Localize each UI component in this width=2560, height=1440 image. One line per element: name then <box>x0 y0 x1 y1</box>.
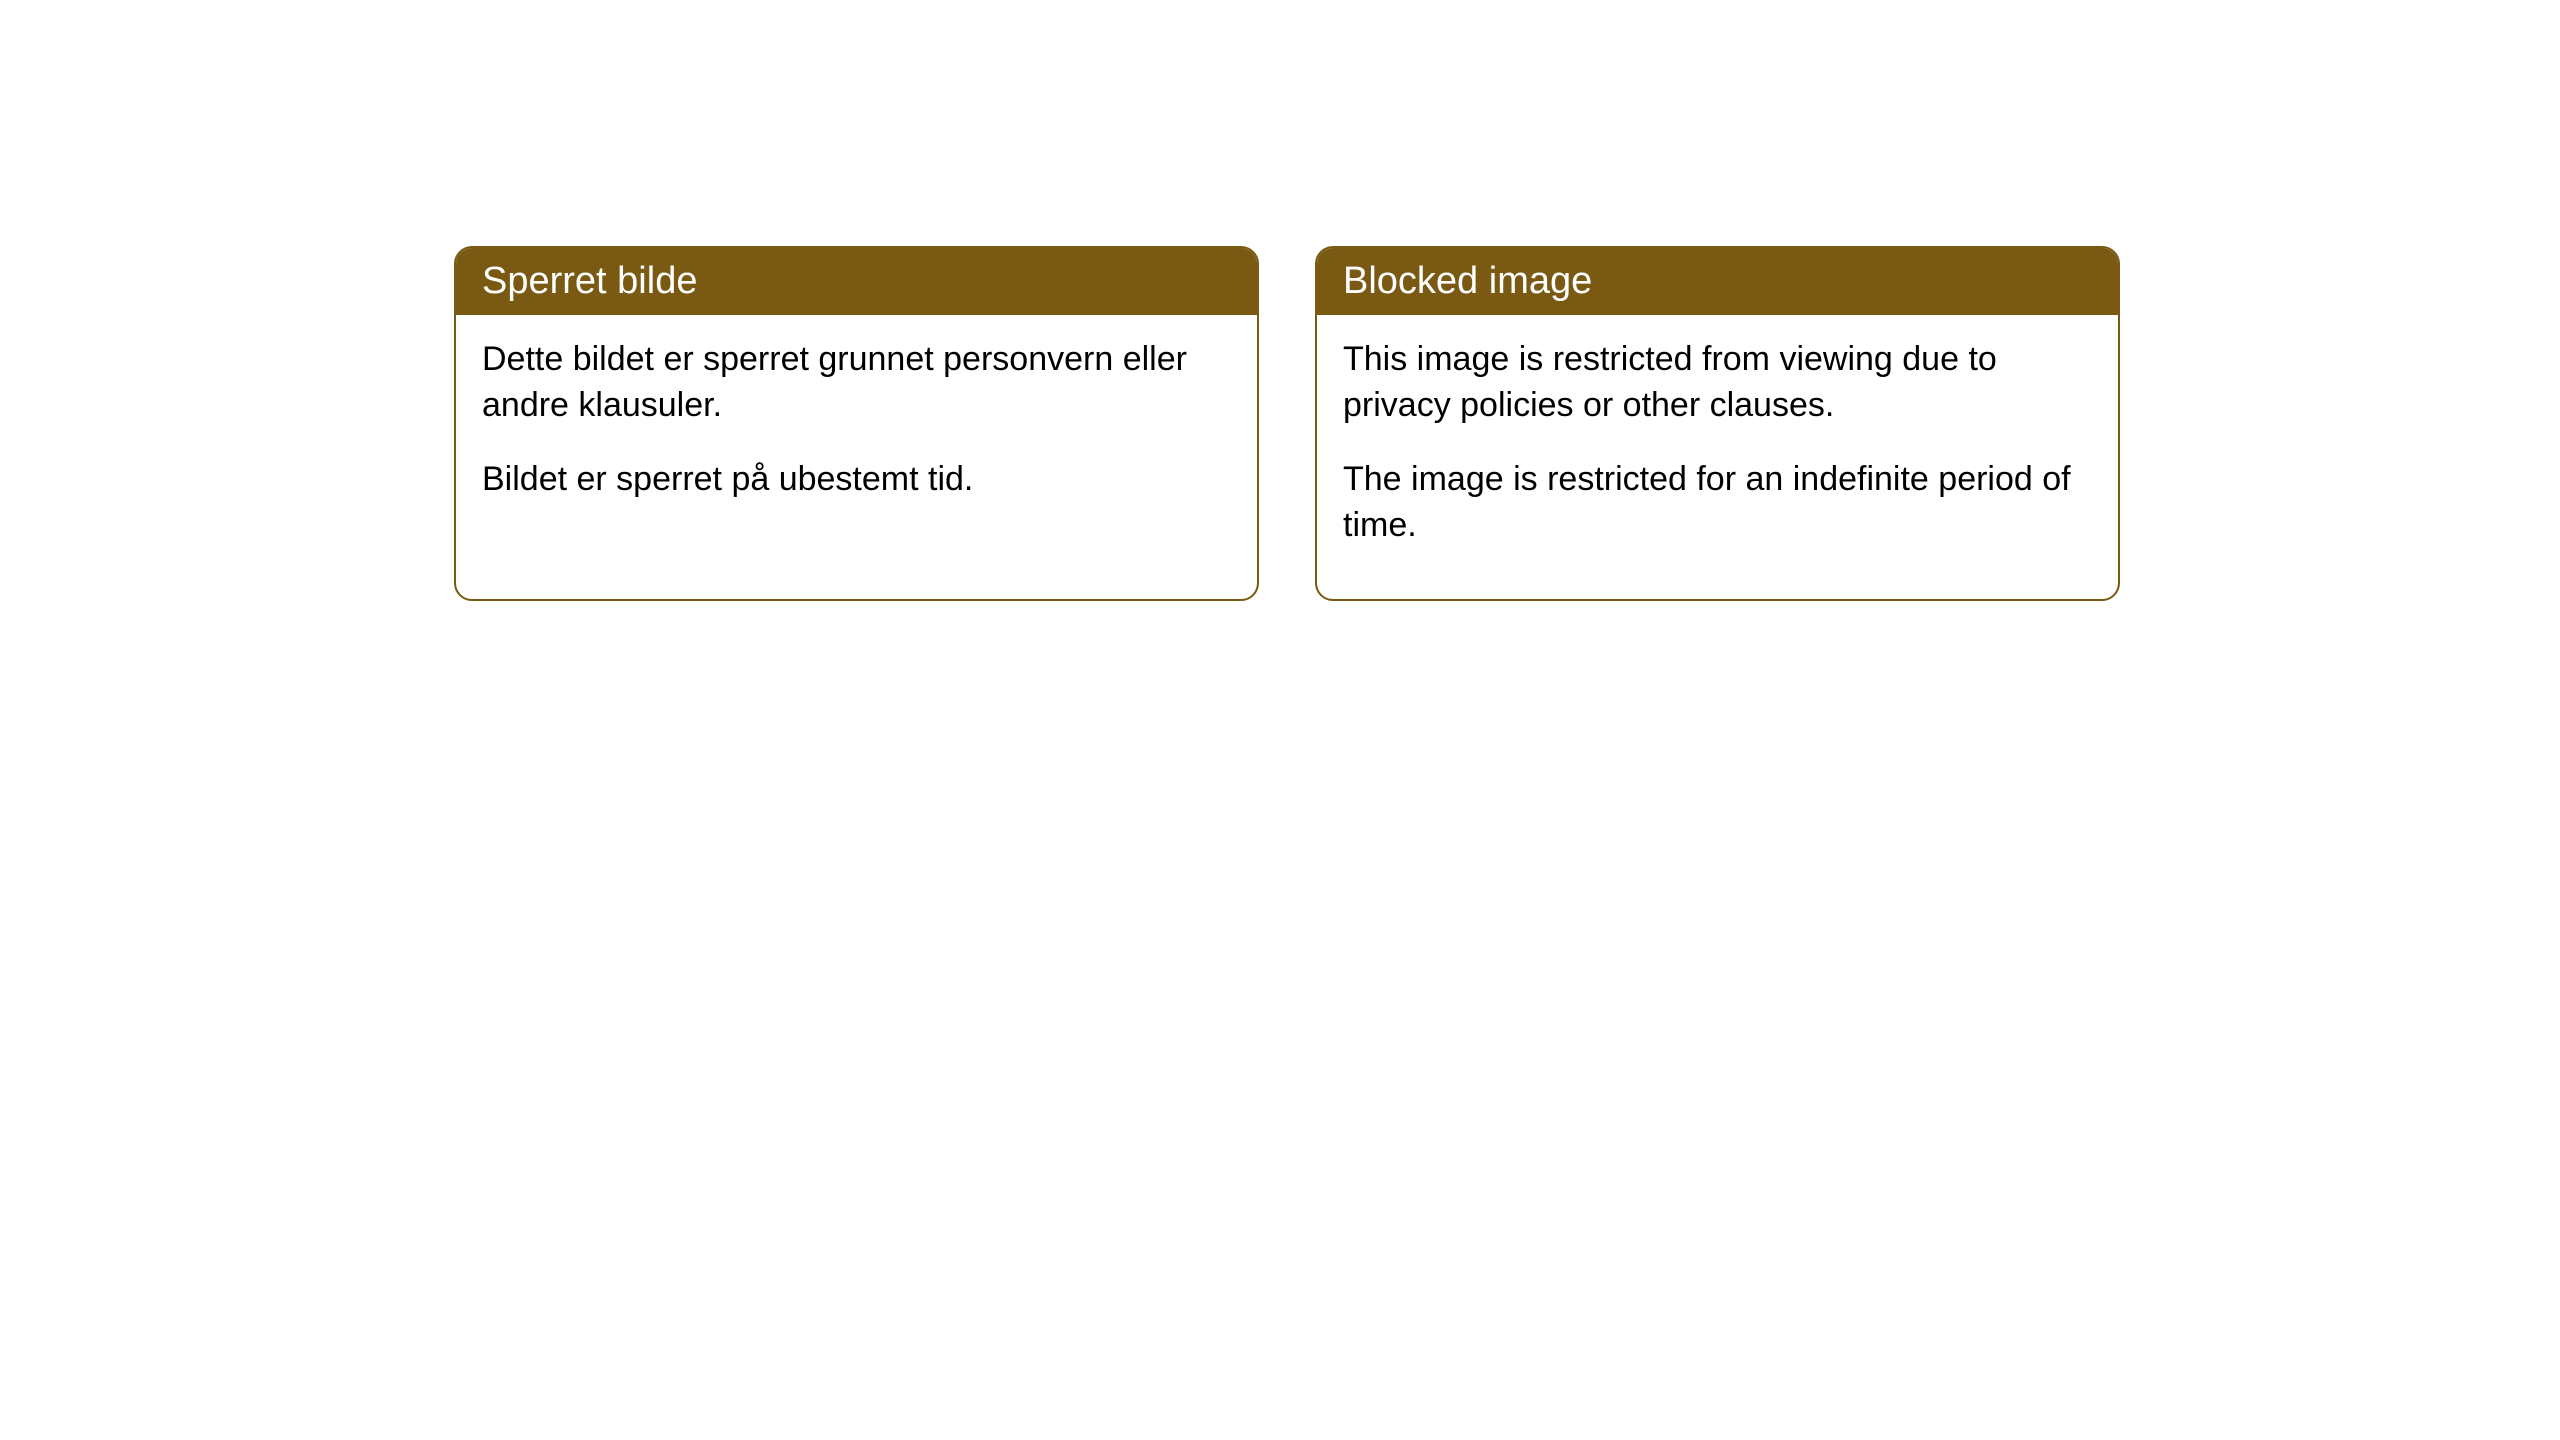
card-header: Blocked image <box>1317 248 2118 315</box>
notice-cards-container: Sperret bilde Dette bildet er sperret gr… <box>454 246 2120 601</box>
card-body: Dette bildet er sperret grunnet personve… <box>456 315 1257 553</box>
notice-card-norwegian: Sperret bilde Dette bildet er sperret gr… <box>454 246 1259 601</box>
notice-card-english: Blocked image This image is restricted f… <box>1315 246 2120 601</box>
card-paragraph: The image is restricted for an indefinit… <box>1343 457 2092 549</box>
card-body: This image is restricted from viewing du… <box>1317 315 2118 599</box>
card-header: Sperret bilde <box>456 248 1257 315</box>
card-paragraph: This image is restricted from viewing du… <box>1343 337 2092 429</box>
card-paragraph: Dette bildet er sperret grunnet personve… <box>482 337 1231 429</box>
card-paragraph: Bildet er sperret på ubestemt tid. <box>482 457 1231 503</box>
card-title: Blocked image <box>1343 260 1592 302</box>
card-title: Sperret bilde <box>482 260 697 302</box>
